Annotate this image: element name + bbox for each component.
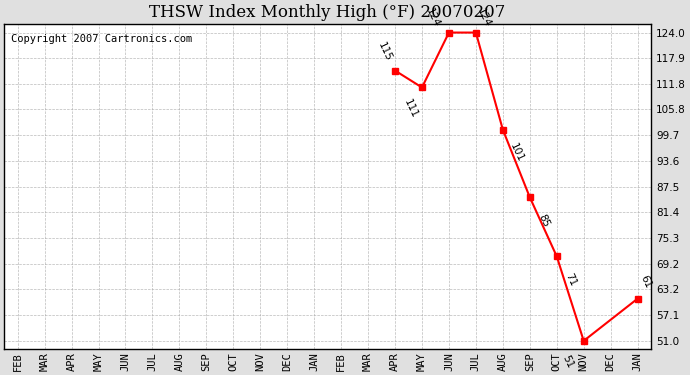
Text: Copyright 2007 Cartronics.com: Copyright 2007 Cartronics.com <box>10 34 192 44</box>
Text: 124: 124 <box>475 7 493 29</box>
Text: 85: 85 <box>536 212 551 229</box>
Text: 61: 61 <box>638 274 653 290</box>
Text: 124: 124 <box>424 7 442 29</box>
Text: 101: 101 <box>508 142 525 164</box>
Text: 51: 51 <box>560 354 575 370</box>
Text: 111: 111 <box>402 98 420 120</box>
Text: 115: 115 <box>375 40 393 63</box>
Text: 71: 71 <box>563 272 578 288</box>
Title: THSW Index Monthly High (°F) 20070207: THSW Index Monthly High (°F) 20070207 <box>150 4 506 21</box>
